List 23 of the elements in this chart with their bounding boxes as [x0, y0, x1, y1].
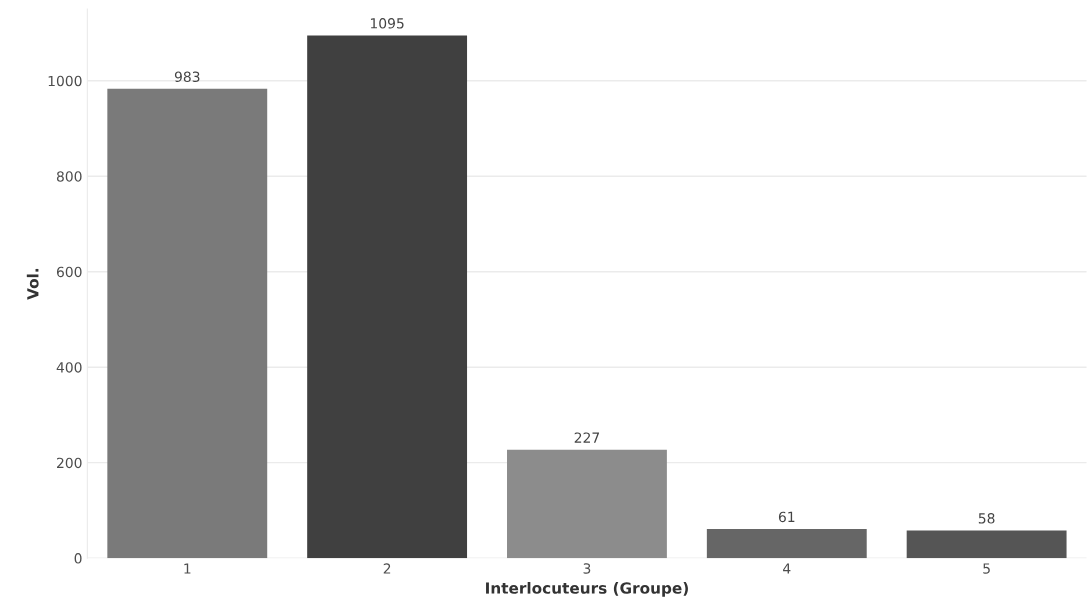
- y-axis-title: Vol.: [26, 268, 39, 300]
- bar: [706, 529, 867, 559]
- y-tick-label: 0: [74, 553, 82, 564]
- data-label: 227: [574, 432, 600, 443]
- y-tick-label: 1000: [48, 75, 82, 87]
- y-tick-label: 400: [56, 362, 82, 373]
- y-tick-label: 600: [56, 266, 82, 278]
- bar: [507, 449, 667, 559]
- x-tick-label: 2: [383, 563, 391, 574]
- bar: [107, 88, 268, 559]
- x-axis-title: Interlocuteurs (Groupe): [486, 582, 688, 597]
- data-label: 983: [174, 71, 200, 83]
- bar: [307, 35, 468, 559]
- data-label: 1095: [370, 18, 404, 29]
- x-tick-label: 4: [783, 563, 791, 574]
- y-tick-label: 200: [57, 457, 82, 469]
- data-label: 58: [978, 513, 995, 524]
- x-tick-label: 1: [184, 563, 191, 574]
- bar: [906, 530, 1067, 559]
- data-label: 61: [778, 511, 795, 523]
- x-tick-label: 5: [983, 563, 990, 574]
- x-tick-label: 3: [583, 563, 591, 574]
- y-tick-label: 800: [56, 171, 82, 182]
